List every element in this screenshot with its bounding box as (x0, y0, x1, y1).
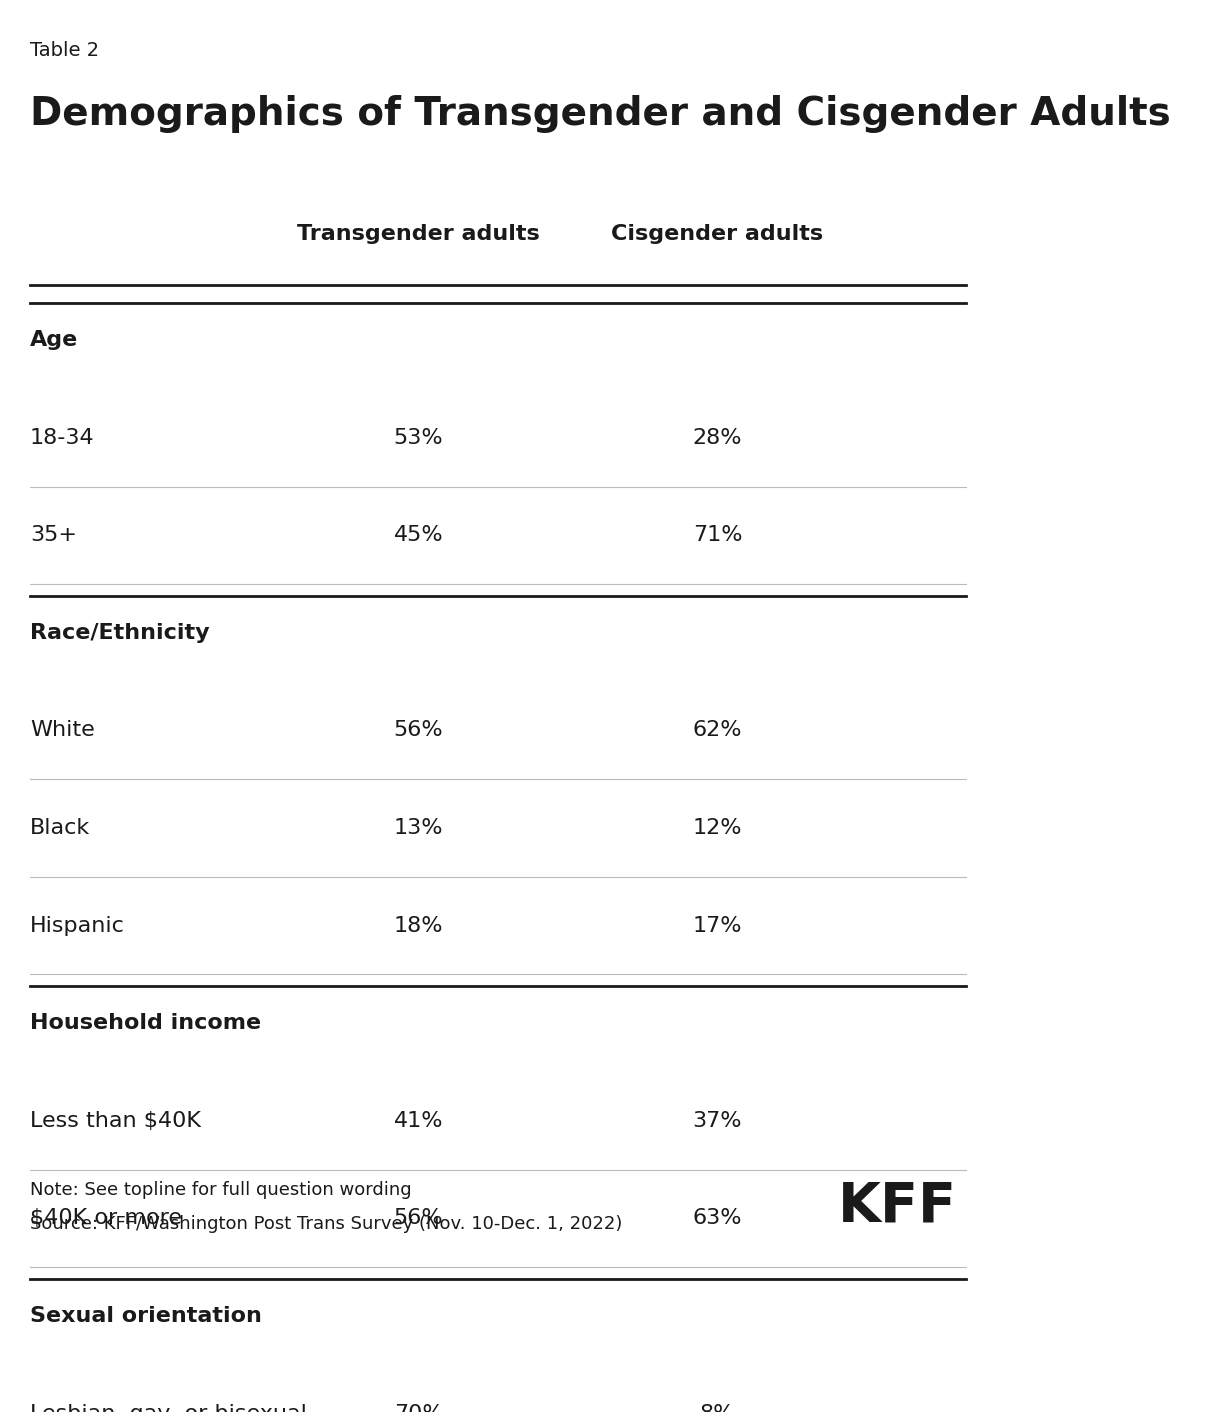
Text: Demographics of Transgender and Cisgender Adults: Demographics of Transgender and Cisgende… (30, 95, 1171, 133)
Text: 70%: 70% (394, 1404, 443, 1412)
Text: 63%: 63% (693, 1209, 742, 1228)
Text: 18%: 18% (394, 915, 443, 936)
Text: Black: Black (30, 818, 90, 839)
Text: 17%: 17% (693, 915, 742, 936)
Text: Source: KFF/Washington Post Trans Survey (Nov. 10-Dec. 1, 2022): Source: KFF/Washington Post Trans Survey… (30, 1216, 622, 1233)
Text: Age: Age (30, 330, 78, 350)
Text: 28%: 28% (693, 428, 742, 448)
Text: 12%: 12% (693, 818, 742, 839)
Text: Table 2: Table 2 (30, 41, 99, 59)
Text: 56%: 56% (394, 1209, 443, 1228)
Text: White: White (30, 720, 95, 740)
Text: 71%: 71% (693, 525, 742, 545)
Text: Sexual orientation: Sexual orientation (30, 1306, 262, 1326)
Text: 18-34: 18-34 (30, 428, 94, 448)
Text: 62%: 62% (693, 720, 742, 740)
Text: Less than $40K: Less than $40K (30, 1111, 201, 1131)
Text: 37%: 37% (693, 1111, 742, 1131)
Text: Cisgender adults: Cisgender adults (611, 223, 824, 244)
Text: 53%: 53% (394, 428, 443, 448)
Text: Lesbian, gay, or bisexual: Lesbian, gay, or bisexual (30, 1404, 306, 1412)
Text: KFF: KFF (837, 1179, 956, 1233)
Text: 41%: 41% (394, 1111, 443, 1131)
Text: Transgender adults: Transgender adults (298, 223, 540, 244)
Text: Hispanic: Hispanic (30, 915, 124, 936)
Text: 35+: 35+ (30, 525, 77, 545)
Text: Note: See topline for full question wording: Note: See topline for full question word… (30, 1182, 411, 1199)
Text: Household income: Household income (30, 1014, 261, 1034)
Text: $40K or more: $40K or more (30, 1209, 182, 1228)
Text: 13%: 13% (394, 818, 443, 839)
Text: 56%: 56% (394, 720, 443, 740)
Text: 45%: 45% (394, 525, 443, 545)
Text: Race/Ethnicity: Race/Ethnicity (30, 623, 210, 642)
Text: 8%: 8% (700, 1404, 736, 1412)
